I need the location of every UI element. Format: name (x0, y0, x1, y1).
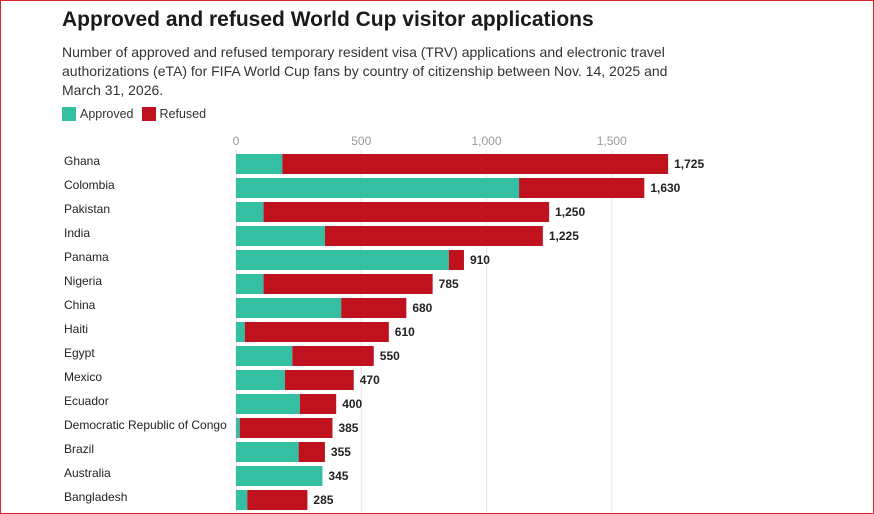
bar-approved (236, 346, 293, 366)
bar-refused (519, 178, 645, 198)
category-label: Brazil (64, 442, 94, 456)
bar-refused (284, 370, 354, 390)
x-tick-label: 500 (351, 134, 371, 148)
total-label: 610 (395, 325, 415, 339)
bar-refused (282, 154, 669, 174)
bar-approved (236, 322, 245, 342)
category-label: Haiti (64, 322, 88, 336)
bar-approved (236, 298, 342, 318)
total-label: 1,630 (650, 181, 680, 195)
bar-refused (299, 394, 337, 414)
total-label: 355 (331, 445, 351, 459)
chart-legend: Approved Refused (62, 107, 214, 121)
category-label: Ghana (64, 154, 100, 168)
chart-title: Approved and refused World Cup visitor a… (62, 8, 594, 31)
bar-approved (236, 370, 285, 390)
category-label: Mexico (64, 370, 102, 384)
bar-refused (247, 490, 308, 510)
total-label: 680 (412, 301, 432, 315)
bar-approved (236, 178, 520, 198)
x-tick-label: 1,500 (597, 134, 627, 148)
total-label: 345 (328, 469, 348, 483)
bar-refused (341, 298, 407, 318)
x-tick-label: 0 (233, 134, 240, 148)
category-label: Egypt (64, 346, 95, 360)
bar-refused (448, 250, 464, 270)
legend-item-approved: Approved (62, 107, 134, 121)
total-label: 910 (470, 253, 490, 267)
category-label: Ecuador (64, 394, 109, 408)
total-label: 1,250 (555, 205, 585, 219)
category-label: India (64, 226, 90, 240)
bar-refused (298, 442, 325, 462)
total-label: 785 (439, 277, 459, 291)
bar-approved (236, 274, 264, 294)
bar-approved (236, 250, 449, 270)
category-label: Pakistan (64, 202, 110, 216)
bar-refused (244, 322, 389, 342)
category-label: Panama (64, 250, 109, 264)
bar-refused (239, 418, 333, 438)
total-label: 285 (313, 493, 333, 507)
category-label: Colombia (64, 178, 115, 192)
bar-approved (236, 202, 264, 222)
total-label: 400 (342, 397, 362, 411)
legend-swatch-approved (62, 107, 76, 121)
total-label: 1,725 (674, 157, 704, 171)
bar-approved (236, 466, 323, 486)
bar-approved (236, 418, 240, 438)
category-label: Australia (64, 466, 111, 480)
bar-refused (263, 202, 550, 222)
bar-refused (263, 274, 433, 294)
category-label: China (64, 298, 96, 312)
total-label: 550 (380, 349, 400, 363)
bar-approved (236, 226, 325, 246)
bar-approved (236, 442, 299, 462)
total-label: 1,225 (549, 229, 579, 243)
legend-item-refused: Refused (141, 107, 207, 121)
category-label: Nigeria (64, 274, 102, 288)
bar-approved (236, 394, 300, 414)
legend-swatch-refused (141, 107, 156, 121)
total-label: 385 (338, 421, 358, 435)
legend-label-approved: Approved (80, 107, 134, 121)
category-label: Democratic Republic of Congo (64, 418, 227, 432)
chart-subtitle: Number of approved and refused temporary… (62, 44, 668, 98)
legend-label-refused: Refused (159, 107, 207, 121)
bar-approved (236, 154, 283, 174)
bar-refused (324, 226, 543, 246)
bar-refused (292, 346, 374, 366)
x-tick-label: 1,000 (471, 134, 501, 148)
total-label: 470 (360, 373, 380, 387)
category-label: Bangladesh (64, 490, 127, 504)
bar-approved (236, 490, 248, 510)
